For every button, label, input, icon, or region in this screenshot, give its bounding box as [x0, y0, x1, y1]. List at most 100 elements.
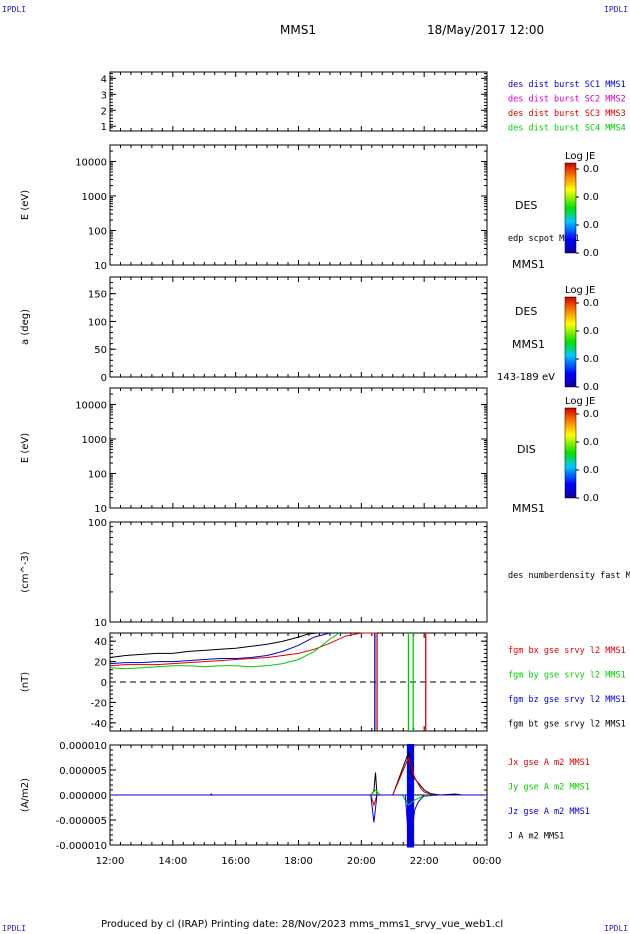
side-label-des-energy: MMS1: [512, 258, 545, 271]
y-tick-label: 100: [88, 317, 107, 328]
y-axis-label-dis-energy: E (eV): [20, 433, 31, 463]
colorbar-tick-label: 0.0: [583, 493, 599, 504]
colorbar-tick-label: 0.0: [583, 437, 599, 448]
y-axis-label-des-energy: E (eV): [20, 190, 31, 220]
y-tick-label: -20: [91, 698, 107, 709]
y-tick-label: 0.000010: [59, 741, 107, 752]
legend-entry-current-density: Jz gse A m2 MMS1: [508, 807, 590, 817]
jz-burst-band: [406, 744, 415, 848]
y-tick-label: -40: [91, 719, 107, 730]
legend-entry-sc-availability: des dist burst SC1 MMS1: [508, 80, 626, 90]
footer-text: Produced by cl (IRAP) Printing date: 28/…: [101, 919, 504, 930]
panel-frame-des-energy: [109, 144, 488, 266]
legend-entry-current-density: Jy gse A m2 MMS1: [508, 783, 590, 793]
header-spacecraft: MMS1: [280, 23, 316, 37]
colorbar-tick-label: 0.0: [583, 248, 599, 259]
legend-entry-magnetic-field: fgm by gse srvy l2 MMS1: [508, 671, 626, 681]
colorbar-tick-label: 0.0: [583, 409, 599, 420]
y-tick-label: 150: [88, 290, 107, 301]
y-tick-label: 0: [101, 678, 107, 689]
colorbar-tick-label: 0.0: [583, 326, 599, 337]
legend-entry-magnetic-field: fgm bt gse srvy l2 MMS1: [508, 720, 626, 730]
legend-entry-current-density: Jx gse A m2 MMS1: [508, 758, 590, 768]
side-label-des-energy: edp scpot MMS1: [508, 234, 580, 244]
y-tick-label: 3: [101, 90, 107, 101]
y-tick-label: 20: [94, 658, 107, 669]
time-tick-label: 00:00: [473, 856, 502, 867]
side-label-dis-energy: DIS: [517, 443, 536, 456]
series-line-fgm-bt-gse-srvy-l2-MMS1: [109, 632, 318, 658]
y-tick-label: 100: [88, 226, 107, 237]
colorbar-des-energy: [564, 162, 577, 254]
panel-frame-density: [109, 521, 488, 623]
y-tick-label: 1: [101, 122, 107, 133]
y-axis-label-magnetic-field: (nT): [20, 672, 31, 692]
y-tick-label: 0.000005: [59, 766, 107, 777]
y-tick-label: 0: [101, 373, 107, 384]
time-tick-label: 20:00: [347, 856, 376, 867]
y-axis-label-des-pitch: a (deg): [20, 309, 31, 345]
colorbar-tick-label: 0.0: [583, 298, 599, 309]
colorbar-title: Log JE: [565, 285, 595, 296]
series-line-Jx-gse-A-m2-MMS1: [110, 756, 487, 807]
side-label-des-energy: DES: [515, 199, 537, 212]
y-tick-label: 100: [88, 469, 107, 480]
time-tick-label: 18:00: [284, 856, 313, 867]
colorbar-tick-label: 0.0: [583, 382, 599, 393]
y-tick-label: 10: [94, 261, 107, 272]
corner-label-bottom-left: IPDLI: [2, 924, 27, 933]
panel-frame-des-pitch: [109, 276, 488, 378]
side-label-dis-energy: MMS1: [512, 502, 545, 515]
panel-frame-sc-availability: [109, 71, 488, 132]
legend-entry-magnetic-field: fgm bz gse srvy l2 MMS1: [508, 695, 626, 705]
series-line-Jy-gse-A-m2-MMS1: [110, 789, 487, 806]
y-tick-label: 4: [101, 74, 107, 85]
legend-entry-current-density: J A m2 MMS1: [508, 832, 564, 842]
y-tick-label: 0.000000: [59, 791, 107, 802]
side-label-des-pitch: DES: [515, 305, 537, 318]
colorbar-dis-energy: [564, 407, 577, 499]
header-date: 18/May/2017 12:00: [427, 23, 545, 37]
side-label-des-pitch: MMS1: [512, 338, 545, 351]
series-line-Jz-gse-A-m2-MMS1: [110, 794, 487, 842]
y-axis-label-current-density: (A/m2): [20, 778, 31, 812]
legend-entry-sc-availability: des dist burst SC3 MMS3: [508, 109, 626, 119]
time-tick-label: 14:00: [158, 856, 187, 867]
legend-entry-sc-availability: des dist burst SC4 MMS4: [508, 124, 626, 134]
series-line-fgm-bx-gse-srvy-l2-MMS1: [109, 632, 377, 667]
y-tick-label: 1000: [82, 435, 107, 446]
legend-entry-density: des numberdensity fast M: [508, 571, 630, 581]
side-label-des-pitch: 143-189 eV: [497, 372, 555, 383]
y-tick-label: 100: [88, 518, 107, 529]
colorbar-title: Log JE: [565, 151, 595, 162]
colorbar-tick-label: 0.0: [583, 220, 599, 231]
y-tick-label: 40: [94, 637, 107, 648]
colorbar-des-pitch: [564, 296, 577, 388]
y-tick-label: 1000: [82, 192, 107, 203]
y-tick-label: 10: [94, 618, 107, 629]
corner-label-bottom-right: IPDLI: [604, 924, 629, 933]
time-tick-label: 12:00: [96, 856, 125, 867]
y-tick-label: 50: [94, 345, 107, 356]
colorbar-tick-label: 0.0: [583, 192, 599, 203]
legend-entry-sc-availability: des dist burst SC2 MMS2: [508, 95, 626, 105]
colorbar-title: Log JE: [565, 396, 595, 407]
series-line-fgm-bz-gse-srvy-l2-MMS1: [109, 632, 331, 665]
y-tick-label: 2: [101, 106, 107, 117]
y-tick-label: 10000: [75, 157, 107, 168]
y-tick-label: 10: [94, 504, 107, 515]
colorbar-tick-label: 0.0: [583, 354, 599, 365]
y-axis-label-density: (cm^-3): [20, 551, 31, 592]
y-tick-label: -0.000005: [56, 816, 107, 827]
corner-label-top-left: IPDLI: [2, 5, 27, 14]
corner-label-top-right: IPDLI: [604, 5, 629, 14]
time-tick-label: 16:00: [221, 856, 250, 867]
time-tick-label: 22:00: [410, 856, 439, 867]
series-line-fgm-by-gse-srvy-l2-MMS1: [109, 632, 340, 670]
y-tick-label: 10000: [75, 400, 107, 411]
y-tick-label: -0.000010: [56, 841, 107, 852]
series-line-J-A-m2-MMS1: [110, 752, 487, 796]
panel-frame-dis-energy: [109, 387, 488, 509]
colorbar-tick-label: 0.0: [583, 164, 599, 175]
